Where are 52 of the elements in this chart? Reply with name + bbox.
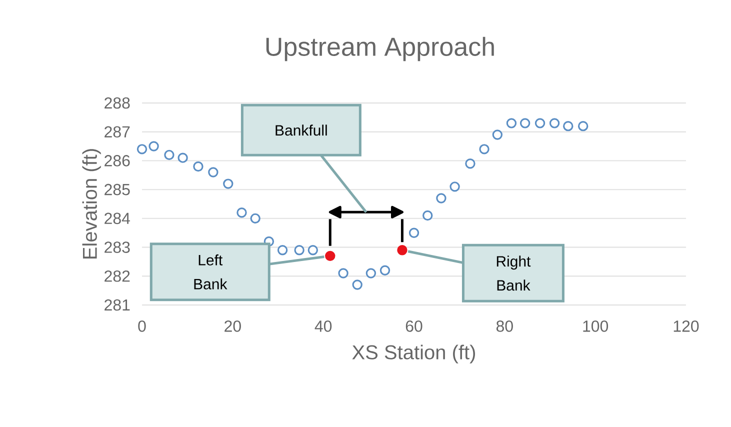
point [178, 152, 188, 163]
point [408, 228, 420, 238]
point [277, 245, 288, 256]
point [465, 158, 476, 169]
point [250, 213, 260, 224]
y-tick-label: 288 [104, 97, 130, 109]
point [563, 120, 574, 132]
point [422, 210, 433, 221]
point [308, 245, 318, 256]
annotation: Right Bank [496, 256, 531, 291]
point [236, 208, 247, 218]
point [492, 130, 503, 140]
point [208, 167, 218, 178]
point [534, 118, 546, 128]
point [148, 141, 159, 152]
x-tick-label: 0 [138, 320, 146, 332]
point [479, 144, 490, 154]
x-axis-title: XS Station (ft) [352, 344, 475, 364]
x-tick-label: 60 [406, 320, 422, 332]
point [193, 161, 204, 172]
point [380, 265, 390, 276]
point [366, 268, 376, 278]
annotation: Left Bank [194, 254, 228, 290]
point [506, 118, 517, 128]
x-tick-label: 40 [314, 320, 332, 332]
y-tick-label: 287 [104, 126, 130, 138]
point [164, 150, 174, 160]
x-tick-label: 20 [224, 320, 241, 332]
x-tick-label: 100 [583, 320, 608, 332]
point [294, 245, 304, 256]
x-tick-label: 80 [496, 320, 513, 332]
annotation: Bankfull [276, 124, 327, 136]
point [450, 182, 460, 192]
y-tick-label: 281 [104, 299, 130, 311]
y-axis-title: Elevation (ft) [82, 149, 101, 258]
x-tick-label: 120 [674, 320, 699, 332]
point [223, 178, 234, 189]
point [436, 193, 446, 204]
point [325, 250, 336, 262]
point [520, 118, 530, 128]
y-tick-label: 283 [104, 242, 130, 253]
point [352, 280, 362, 290]
point [578, 120, 588, 132]
point [338, 268, 348, 278]
point [549, 118, 560, 128]
y-tick-label: 285 [104, 184, 130, 196]
y-tick-label: 284 [104, 212, 130, 224]
y-tick-label: 286 [104, 155, 130, 166]
point [136, 144, 148, 154]
y-tick-label: 282 [104, 270, 130, 282]
point [397, 245, 408, 256]
chart-title: Upstream Approach [266, 36, 494, 62]
